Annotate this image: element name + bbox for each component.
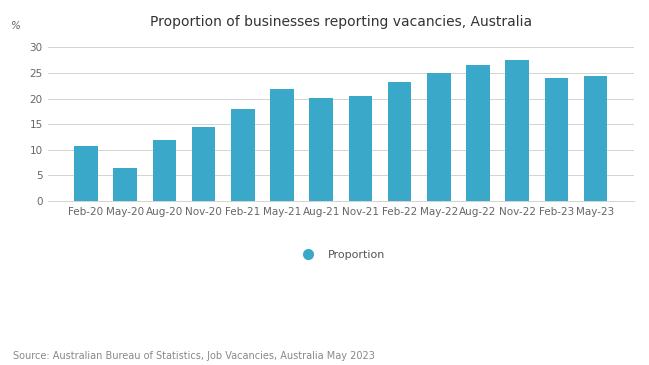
Bar: [427, 73, 450, 201]
Text: Source: Australian Bureau of Statistics, Job Vacancies, Australia May 2023: Source: Australian Bureau of Statistics,…: [13, 351, 375, 361]
Bar: [506, 60, 529, 201]
Bar: [310, 98, 333, 201]
Bar: [270, 89, 294, 201]
Bar: [545, 78, 568, 201]
Bar: [231, 109, 254, 201]
Bar: [74, 146, 98, 201]
Bar: [349, 96, 372, 201]
Bar: [192, 127, 215, 201]
Bar: [114, 168, 137, 201]
Bar: [584, 76, 607, 201]
Legend: Proportion: Proportion: [292, 245, 389, 264]
Bar: [388, 82, 411, 201]
Text: %: %: [10, 20, 20, 31]
Title: Proportion of businesses reporting vacancies, Australia: Proportion of businesses reporting vacan…: [150, 15, 532, 29]
Bar: [466, 65, 490, 201]
Bar: [153, 140, 176, 201]
